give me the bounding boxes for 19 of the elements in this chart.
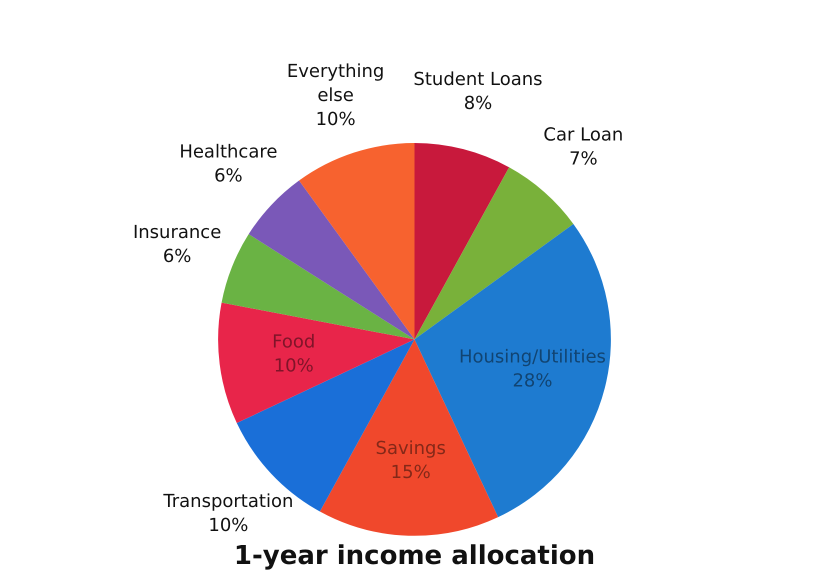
slice-label: Savings [376,438,446,459]
slice-label: Car Loan [543,124,624,146]
text: 1-year income allocation [234,541,596,572]
data-label: 10% [316,109,356,130]
slice-label: Everything else [286,61,384,106]
data-label: 15% [390,462,431,483]
data-label: 6% [162,246,192,268]
data-label: 28% [512,370,552,392]
data-label: 8% [464,92,492,114]
slice-label: Insurance [132,222,222,244]
data-label: 7% [569,148,598,170]
slice-label: Housing/Utilities [458,346,606,368]
slice-label: Food [272,331,316,352]
slice-label: Healthcare [179,141,278,162]
slice-label: Transportation [162,490,294,512]
data-label: 10% [274,355,314,376]
data-label: 6% [214,165,243,186]
data-label: 10% [208,514,248,536]
slice-label: Student Loans [413,68,543,90]
